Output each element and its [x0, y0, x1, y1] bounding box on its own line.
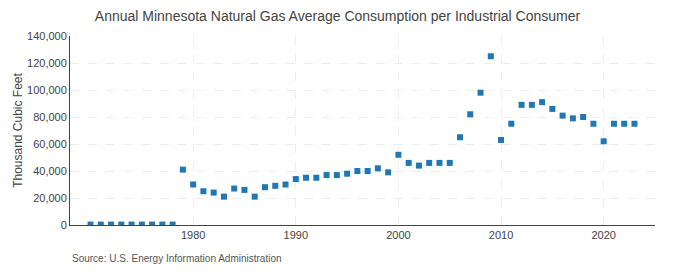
svg-text:Source: U.S. Energy Informatio: Source: U.S. Energy Information Administ…	[72, 253, 282, 264]
svg-text:120,000: 120,000	[27, 57, 67, 69]
svg-text:40,000: 40,000	[33, 165, 67, 177]
svg-text:2010: 2010	[489, 229, 513, 241]
svg-text:140,000: 140,000	[27, 30, 67, 42]
svg-text:1990: 1990	[284, 229, 308, 241]
svg-text:2020: 2020	[591, 229, 615, 241]
svg-text:0: 0	[61, 219, 67, 231]
svg-text:100,000: 100,000	[27, 84, 67, 96]
svg-text:1980: 1980	[181, 229, 205, 241]
svg-text:20,000: 20,000	[33, 192, 67, 204]
svg-text:80,000: 80,000	[33, 111, 67, 123]
svg-text:60,000: 60,000	[33, 138, 67, 150]
svg-text:Annual Minnesota Natural Gas A: Annual Minnesota Natural Gas Average Con…	[95, 8, 581, 24]
svg-text:Thousand Cubic Feet: Thousand Cubic Feet	[11, 72, 25, 187]
svg-text:2000: 2000	[386, 229, 410, 241]
